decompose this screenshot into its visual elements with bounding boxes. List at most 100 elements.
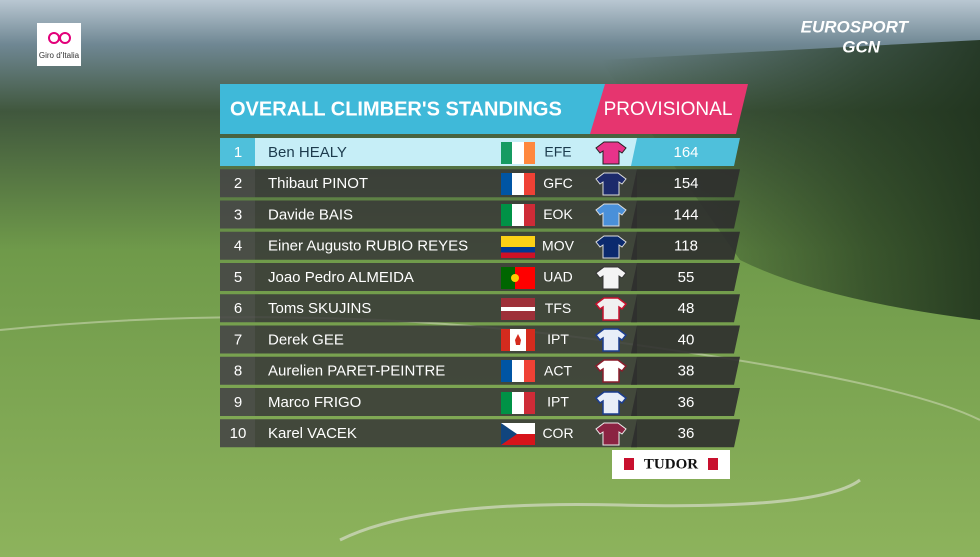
jersey: [595, 235, 627, 259]
rider-name: Ben HEALY: [268, 144, 347, 161]
rank: 5: [234, 269, 242, 286]
row-bar: [255, 419, 637, 448]
flag-latvia: [501, 298, 535, 320]
jersey: [594, 359, 628, 383]
team-code: MOV: [542, 237, 575, 253]
rank-cell: [220, 263, 255, 291]
rank-cell: [220, 169, 255, 198]
team-code: EOK: [543, 206, 573, 222]
rank-cell: [220, 138, 255, 166]
points-cell: [631, 419, 740, 448]
row-bar: [255, 200, 637, 229]
flag-ireland: [501, 142, 535, 164]
row-bar: [255, 231, 637, 260]
row-bar: [255, 294, 637, 323]
points-cell: [631, 356, 740, 385]
points-cell: [631, 325, 740, 354]
sponsor-shield: [624, 458, 634, 470]
team-code: UAD: [543, 269, 573, 285]
points-cell: [631, 263, 740, 291]
row-bar: [255, 169, 637, 198]
points-cell: [631, 138, 740, 166]
header-bar: [220, 84, 605, 134]
flags: [501, 142, 535, 445]
broadcaster-logo: EUROSPORT: [801, 17, 910, 36]
points-cell: [631, 169, 740, 198]
flag-italy: [501, 204, 535, 226]
event-logo: Giro d'Italia: [39, 51, 80, 60]
rider-name: Derek GEE: [268, 331, 344, 348]
points-cell: [631, 200, 740, 229]
rank: 7: [234, 331, 242, 348]
jersey: [594, 391, 628, 415]
rank: 9: [234, 394, 242, 411]
points: 164: [673, 144, 698, 161]
rider-name: Karel VACEK: [268, 425, 357, 442]
standings-title: OVERALL CLIMBER'S STANDINGS: [230, 98, 562, 120]
row-bar: [255, 325, 637, 354]
points: 36: [678, 425, 695, 442]
row-bar: [255, 388, 637, 416]
rank-cell: [220, 200, 255, 229]
row-bar: [255, 356, 637, 385]
broadcaster-logo: GCN: [842, 37, 881, 56]
points-cell: [631, 231, 740, 260]
rank-cell: [220, 388, 255, 416]
flag-portugal: [501, 267, 535, 289]
rider-name: Joao Pedro ALMEIDA: [268, 269, 414, 286]
team-code: IPT: [547, 331, 569, 347]
jersey: [595, 266, 627, 290]
standings-status: PROVISIONAL: [604, 99, 733, 120]
flag-czechia: [501, 423, 535, 445]
team-code: COR: [542, 425, 573, 441]
flag-italy: [501, 392, 535, 414]
points: 144: [673, 206, 698, 223]
flag-france: [501, 360, 535, 382]
points: 154: [673, 175, 698, 192]
jersey: [594, 297, 628, 321]
rows: 1 Ben HEALY EFE 164 2 Thibaut PINOT GFC 154 3 Dav…: [220, 138, 740, 448]
rider-name: Einer Augusto RUBIO REYES: [268, 238, 468, 255]
rank: 8: [234, 363, 242, 380]
event-logo-icon: [59, 32, 71, 44]
team-code: IPT: [547, 394, 569, 410]
row-bar: [255, 263, 637, 291]
rank-cell: [220, 419, 255, 448]
jerseys: [594, 141, 628, 446]
team-code: EFE: [544, 144, 571, 160]
points: 40: [678, 331, 695, 348]
team-code: ACT: [544, 362, 572, 378]
jersey: [595, 172, 627, 196]
points: 36: [678, 394, 695, 411]
rank: 3: [234, 206, 242, 223]
jersey: [594, 328, 628, 352]
rider-name: Davide BAIS: [268, 206, 353, 223]
points: 48: [678, 300, 695, 317]
points: 55: [678, 269, 695, 286]
jersey: [595, 141, 627, 165]
rank-cell: [220, 294, 255, 323]
jersey: [595, 422, 627, 446]
sponsor: TUDOR: [644, 456, 698, 472]
rank-cell: [220, 325, 255, 354]
flag-colombia: [501, 236, 535, 258]
rank: 6: [234, 300, 242, 317]
status-badge: [590, 84, 748, 134]
points: 118: [674, 238, 698, 255]
rank: 1: [234, 144, 242, 161]
event-logo-box: [37, 23, 81, 66]
row-bar: [255, 138, 637, 166]
rider-name: Aurelien PARET-PEINTRE: [268, 363, 445, 380]
team-code: TFS: [545, 300, 571, 316]
jersey: [595, 203, 627, 227]
rank: 2: [234, 175, 242, 192]
rank-cell: [220, 356, 255, 385]
rider-name: Thibaut PINOT: [268, 175, 368, 192]
rank-cell: [220, 231, 255, 260]
rider-name: Toms SKUJINS: [268, 300, 371, 317]
rank: 10: [230, 425, 247, 442]
team-code: GFC: [543, 175, 573, 191]
rank: 4: [234, 238, 242, 255]
